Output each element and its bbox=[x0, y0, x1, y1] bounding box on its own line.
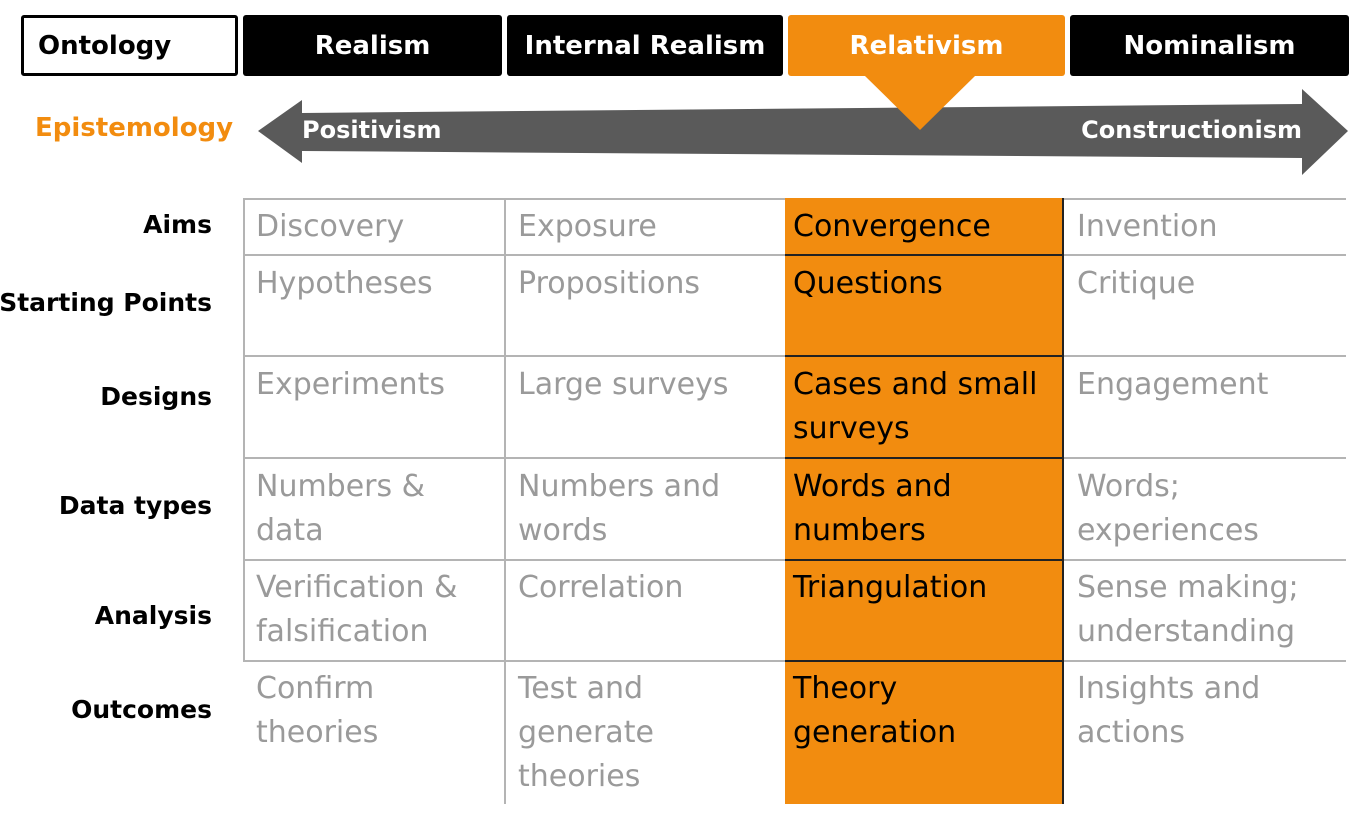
row-label-designs: Designs bbox=[100, 382, 212, 411]
cell-designs-internal-realism: Large surveys bbox=[518, 367, 729, 402]
ontology-internal-realism: Internal Realism bbox=[507, 15, 783, 76]
constructionism-label: Constructionism bbox=[1081, 116, 1302, 144]
ontology-realism: Realism bbox=[243, 15, 502, 76]
cell-outcomes-realism: Confirm theories bbox=[256, 671, 379, 750]
relativism-pointer bbox=[865, 76, 975, 130]
cell-data-nominalism: Words; experiences bbox=[1077, 469, 1259, 548]
epistemology-arrow-shape bbox=[258, 89, 1348, 175]
cell-analysis-internal-realism: Correlation bbox=[518, 570, 684, 605]
epistemology-label: Epistemology bbox=[35, 113, 234, 143]
grid-line bbox=[1062, 198, 1064, 804]
cell-aims-realism: Discovery bbox=[256, 209, 405, 244]
grid-line bbox=[243, 254, 785, 256]
grid-line bbox=[243, 355, 785, 357]
cell-designs-realism: Experiments bbox=[256, 367, 445, 402]
cell-starting-internal-realism: Propositions bbox=[518, 266, 701, 301]
cell-outcomes-nominalism: Insights and actions bbox=[1077, 671, 1261, 750]
grid-line bbox=[785, 559, 1064, 561]
grid-line bbox=[785, 254, 1064, 256]
cell-data-internal-realism: Numbers and words bbox=[518, 469, 721, 548]
grid-line bbox=[1064, 254, 1346, 256]
row-label-outcomes: Outcomes bbox=[71, 695, 212, 724]
ontology-relativism: Relativism bbox=[788, 15, 1065, 76]
grid-line bbox=[1064, 355, 1346, 357]
grid-line bbox=[243, 457, 785, 459]
cell-outcomes-relativism: Theory generation bbox=[793, 671, 957, 750]
row-label-aims: Aims bbox=[143, 210, 212, 239]
grid-line bbox=[243, 198, 245, 662]
cell-analysis-relativism: Triangulation bbox=[785, 561, 1062, 610]
grid-line bbox=[504, 198, 506, 804]
grid-line bbox=[785, 355, 1064, 357]
grid-line bbox=[243, 660, 785, 662]
grid-line bbox=[243, 559, 785, 561]
grid-line bbox=[785, 660, 1064, 662]
row-label-data-types: Data types bbox=[58, 491, 212, 520]
cell-data-realism: Numbers & data bbox=[256, 469, 426, 548]
cell-analysis-nominalism: Sense making; understanding bbox=[1077, 570, 1299, 649]
grid-line bbox=[243, 198, 785, 200]
cell-starting-relativism: Questions bbox=[785, 257, 1062, 306]
cell-analysis-realism: Verification & falsification bbox=[256, 570, 458, 649]
cell-data-relativism: Words and numbers bbox=[785, 460, 975, 553]
grid-line bbox=[1064, 660, 1346, 662]
cell-aims-internal-realism: Exposure bbox=[518, 209, 657, 244]
grid-line bbox=[1064, 457, 1346, 459]
cell-designs-nominalism: Engagement bbox=[1077, 367, 1269, 402]
cell-designs-relativism: Cases and small surveys bbox=[785, 358, 1045, 451]
cell-starting-nominalism: Critique bbox=[1077, 266, 1196, 301]
ontology-label: Ontology bbox=[21, 15, 238, 76]
grid-line bbox=[1064, 559, 1346, 561]
ontology-nominalism: Nominalism bbox=[1070, 15, 1349, 76]
row-label-starting-points: Starting Points bbox=[0, 288, 212, 317]
grid-line bbox=[1064, 198, 1346, 200]
cell-aims-nominalism: Invention bbox=[1077, 209, 1218, 244]
cell-starting-realism: Hypotheses bbox=[256, 266, 433, 301]
grid-line bbox=[785, 457, 1064, 459]
cell-outcomes-internal-realism: Test and generate theories bbox=[518, 671, 654, 794]
epistemology-arrow bbox=[258, 76, 1348, 175]
row-label-analysis: Analysis bbox=[94, 601, 212, 630]
cell-aims-relativism: Convergence bbox=[785, 200, 1062, 249]
positivism-label: Positivism bbox=[302, 116, 442, 144]
